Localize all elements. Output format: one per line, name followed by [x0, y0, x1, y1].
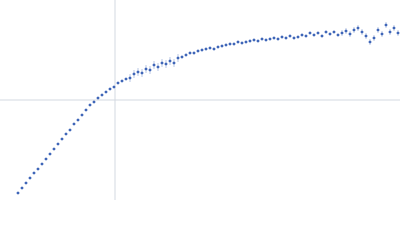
point	[316, 31, 320, 35]
point	[196, 49, 200, 53]
point	[264, 38, 268, 42]
point	[300, 33, 304, 37]
point	[224, 43, 228, 47]
point	[108, 87, 112, 91]
point	[52, 147, 56, 151]
point	[28, 176, 32, 180]
point	[144, 67, 148, 71]
point	[348, 32, 352, 36]
point	[36, 167, 40, 171]
point	[24, 181, 28, 185]
point	[336, 33, 340, 37]
point	[176, 56, 180, 60]
chart	[0, 0, 400, 200]
point	[80, 113, 84, 117]
point	[88, 103, 92, 107]
point	[376, 28, 380, 32]
point	[284, 36, 288, 40]
point	[312, 33, 316, 37]
point	[272, 36, 276, 40]
point	[384, 23, 388, 27]
point	[332, 30, 336, 34]
point	[140, 71, 144, 75]
point	[240, 41, 244, 45]
point	[288, 34, 292, 38]
point	[228, 42, 232, 46]
point	[60, 137, 64, 141]
point	[328, 32, 332, 36]
point	[128, 76, 132, 80]
point	[84, 108, 88, 112]
point	[20, 186, 24, 190]
point	[212, 47, 216, 51]
point	[172, 61, 176, 65]
point	[368, 40, 372, 44]
point	[136, 70, 140, 74]
point	[104, 90, 108, 94]
point	[372, 36, 376, 40]
point	[44, 157, 48, 161]
point	[64, 132, 68, 136]
point	[32, 171, 36, 175]
point	[76, 118, 80, 122]
point	[340, 31, 344, 35]
point	[56, 142, 60, 146]
point	[72, 122, 76, 126]
point	[160, 61, 164, 65]
point	[232, 42, 236, 46]
point	[180, 55, 184, 59]
point	[320, 34, 324, 38]
point	[208, 46, 212, 50]
point	[100, 93, 104, 97]
point	[244, 40, 248, 44]
point	[248, 39, 252, 43]
point	[200, 48, 204, 52]
point	[304, 34, 308, 38]
point	[152, 63, 156, 67]
point	[188, 51, 192, 55]
point	[120, 79, 124, 83]
point	[260, 37, 264, 41]
point	[356, 26, 360, 30]
point	[296, 35, 300, 39]
point	[256, 39, 260, 43]
point	[352, 28, 356, 32]
point	[276, 37, 280, 41]
point	[168, 59, 172, 63]
point	[16, 191, 20, 195]
point	[236, 40, 240, 44]
point	[364, 34, 368, 38]
point	[396, 31, 400, 35]
point	[292, 36, 296, 40]
point	[96, 96, 100, 100]
point	[156, 65, 160, 69]
point	[324, 30, 328, 34]
point	[344, 29, 348, 33]
point	[124, 77, 128, 81]
point	[192, 51, 196, 55]
point	[388, 30, 392, 34]
point	[380, 32, 384, 36]
point	[392, 26, 396, 30]
point	[360, 30, 364, 34]
point	[280, 35, 284, 39]
point	[116, 81, 120, 85]
point	[268, 37, 272, 41]
point	[68, 128, 72, 132]
point	[308, 31, 312, 35]
point	[204, 47, 208, 51]
point	[220, 44, 224, 48]
point	[148, 68, 152, 72]
point	[252, 38, 256, 42]
point	[184, 53, 188, 57]
point	[48, 152, 52, 156]
point	[216, 45, 220, 49]
point	[40, 162, 44, 166]
point	[132, 72, 136, 76]
point	[92, 100, 96, 104]
point	[112, 85, 116, 89]
point	[164, 62, 168, 66]
